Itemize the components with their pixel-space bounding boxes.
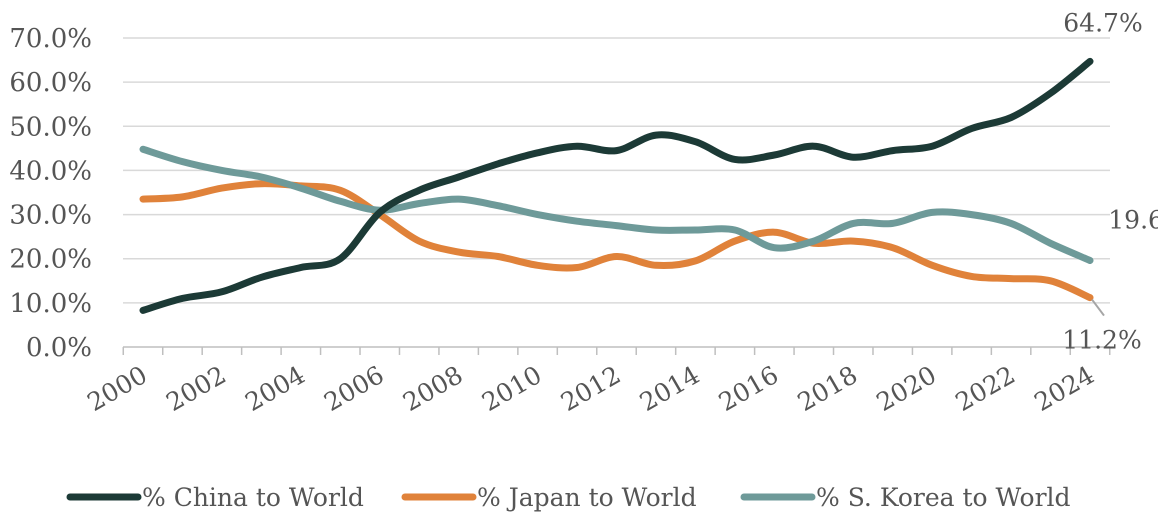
x-tick-label: 2002	[161, 360, 231, 417]
series-line-0	[139, 57, 1094, 314]
end-value-labels: 64.7% 19.6% 11.2%	[1062, 8, 1158, 354]
y-tick-label: 50.0%	[9, 112, 92, 142]
x-tick-label: 2014	[635, 360, 705, 417]
y-tick-label: 40.0%	[9, 156, 92, 186]
x-tick-label: 2004	[240, 360, 310, 417]
end-value-label: 64.7%	[1063, 8, 1142, 37]
x-tick-label: 2024	[1029, 360, 1099, 417]
y-tick-label: 10.0%	[9, 289, 92, 319]
legend-label: % China to World	[142, 483, 364, 512]
series-line-2	[139, 145, 1094, 264]
x-axis-tick-marks	[122, 347, 1111, 355]
series-line-1	[139, 180, 1094, 302]
end-value-label: 19.6%	[1108, 205, 1158, 234]
y-tick-label: 20.0%	[9, 245, 92, 275]
x-tick-label: 2012	[556, 360, 626, 417]
y-axis-tick-labels: 0.0% 10.0% 20.0% 30.0% 40.0% 50.0% 60.0% 70.0%	[9, 24, 92, 363]
y-tick-label: 0.0%	[26, 333, 92, 363]
legend-label: % S. Korea to World	[816, 483, 1071, 512]
x-tick-label: 2020	[872, 360, 942, 417]
x-tick-label: 2006	[319, 360, 389, 417]
legend-label: % Japan to World	[477, 483, 697, 512]
y-tick-label: 70.0%	[9, 24, 92, 54]
y-tick-label: 30.0%	[9, 201, 92, 231]
gridlines	[123, 37, 1110, 304]
legend: % China to World % Japan to World % S. Kor…	[66, 483, 1071, 512]
y-tick-label: 60.0%	[9, 68, 92, 98]
end-value-label: 11.2%	[1062, 326, 1141, 355]
x-tick-label: 2016	[714, 360, 784, 417]
x-tick-label: 2008	[398, 360, 468, 417]
x-axis-tick-labels: 2000 2002 2004 2006 2008 2010 2012 2014 2016 2018…	[82, 360, 1099, 417]
x-tick-label: 2000	[82, 360, 152, 417]
x-tick-label: 2010	[477, 360, 547, 417]
x-tick-label: 2022	[950, 360, 1020, 417]
x-tick-label: 2018	[793, 360, 863, 417]
series-lines	[139, 57, 1094, 314]
end-label-leader	[1091, 298, 1105, 317]
